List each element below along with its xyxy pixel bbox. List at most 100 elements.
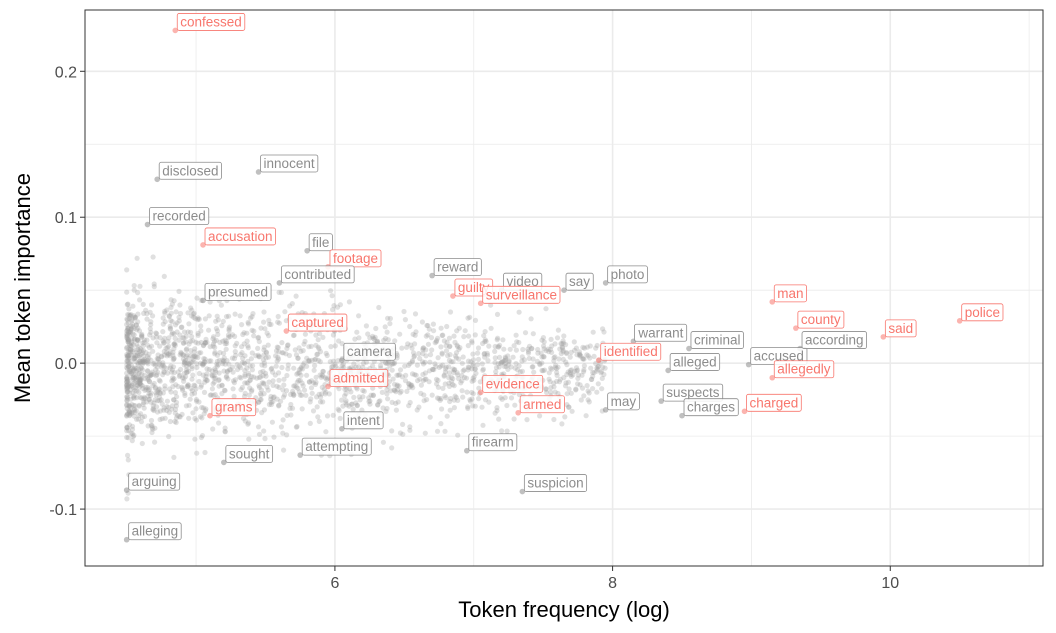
data-point <box>137 358 143 364</box>
data-point <box>231 355 238 362</box>
data-point <box>492 360 498 366</box>
data-point <box>148 372 154 378</box>
data-point <box>251 374 257 380</box>
data-point <box>201 389 208 395</box>
data-point <box>433 376 440 382</box>
data-point <box>131 352 137 358</box>
data-point <box>127 412 133 418</box>
data-point <box>183 339 189 345</box>
data-point <box>152 362 158 368</box>
data-point <box>561 375 567 381</box>
data-point <box>166 335 172 341</box>
data-point <box>269 365 275 371</box>
data-point <box>290 391 296 397</box>
data-point <box>212 344 218 350</box>
data-point <box>129 318 135 324</box>
data-point <box>263 373 269 379</box>
word-label-firearm: firearm <box>468 433 518 452</box>
data-point <box>426 326 432 332</box>
data-point <box>164 398 170 404</box>
data-point <box>498 395 504 401</box>
data-point <box>124 353 131 359</box>
data-point <box>126 356 132 362</box>
data-point <box>151 380 157 387</box>
data-point <box>162 319 168 325</box>
data-point <box>406 381 412 387</box>
data-point <box>191 382 197 388</box>
data-point <box>124 425 130 431</box>
data-point <box>421 345 427 351</box>
data-point <box>135 362 141 368</box>
data-point <box>157 389 163 396</box>
data-point <box>405 341 411 347</box>
data-point <box>141 337 147 343</box>
data-point <box>210 426 216 432</box>
data-point <box>596 363 602 369</box>
data-point <box>131 393 137 399</box>
data-point <box>356 394 362 400</box>
word-label-box <box>482 285 561 304</box>
data-point <box>211 338 218 344</box>
data-point <box>414 362 420 368</box>
data-point <box>124 316 130 322</box>
data-point <box>141 359 147 366</box>
data-point <box>221 350 227 356</box>
data-point <box>237 374 243 380</box>
data-point <box>446 383 453 389</box>
data-point <box>270 398 276 405</box>
data-point <box>168 389 174 395</box>
data-point <box>132 336 138 342</box>
data-point <box>189 376 195 382</box>
data-point <box>124 379 130 385</box>
data-point <box>388 388 394 394</box>
data-point <box>195 315 201 321</box>
data-point <box>499 396 505 402</box>
data-point <box>403 372 409 378</box>
data-point <box>124 379 130 385</box>
data-point <box>470 391 476 397</box>
data-point <box>443 343 449 349</box>
data-point <box>488 325 494 331</box>
data-point <box>201 361 207 367</box>
data-point <box>239 360 245 366</box>
data-point <box>301 360 307 366</box>
data-point <box>461 367 467 373</box>
data-point <box>275 319 281 325</box>
data-point <box>581 393 587 399</box>
data-point <box>161 364 167 370</box>
data-point <box>170 403 176 409</box>
data-point <box>309 378 315 384</box>
data-point <box>444 323 450 330</box>
word-label-grams: grams <box>211 398 257 417</box>
data-point <box>581 356 587 362</box>
data-point <box>280 417 286 423</box>
data-point <box>178 366 184 372</box>
data-point <box>272 372 278 378</box>
data-point <box>389 428 395 434</box>
data-point <box>456 376 462 382</box>
data-point <box>402 363 408 369</box>
data-point <box>132 372 138 378</box>
data-point <box>166 343 172 349</box>
data-point <box>475 350 481 356</box>
data-point <box>128 362 134 368</box>
data-point <box>171 346 177 352</box>
word-label-box <box>308 233 333 252</box>
data-point <box>159 364 165 370</box>
data-point <box>435 377 441 383</box>
data-point <box>124 394 130 400</box>
data-point <box>154 340 160 346</box>
data-point <box>535 346 541 353</box>
data-point <box>245 358 251 364</box>
data-point <box>316 418 322 424</box>
labeled-point-contributed <box>276 280 283 286</box>
data-point <box>124 355 130 361</box>
data-point <box>280 394 287 400</box>
data-point <box>568 390 574 396</box>
data-point <box>471 374 477 380</box>
word-label-box <box>329 249 382 268</box>
word-label-box <box>961 303 1004 322</box>
data-point <box>231 380 237 386</box>
data-point <box>593 345 599 351</box>
data-point <box>165 338 171 345</box>
